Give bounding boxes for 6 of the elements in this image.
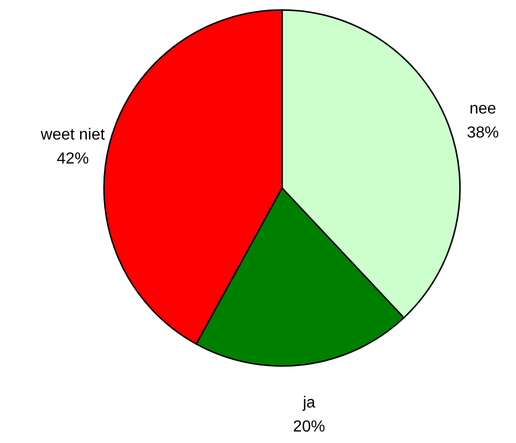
data-label: 42%: [56, 150, 89, 168]
data-label: 20%: [293, 418, 326, 436]
slice-label: ja: [302, 394, 316, 412]
data-label: 38%: [466, 124, 499, 142]
slice-label: nee: [469, 100, 496, 118]
slice-label: weet niet: [40, 126, 106, 144]
